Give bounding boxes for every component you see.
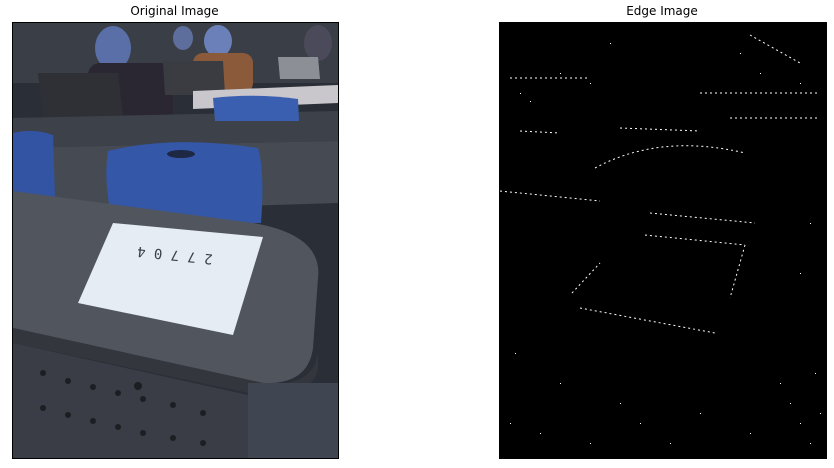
original-image-title: Original Image [130,4,219,18]
edge-lines [500,34,820,334]
edge-noise [510,43,821,444]
edge-image-title: Edge Image [626,4,698,18]
original-image: 2 7 7 0 4 [12,22,339,459]
classroom-photo: 2 7 7 0 4 [13,23,338,458]
desk-holes [40,370,206,446]
edge-image [499,22,827,459]
edge-map [500,23,826,458]
paper-handwriting: 2 7 7 0 4 [136,243,213,267]
paper-sheet [78,223,263,335]
